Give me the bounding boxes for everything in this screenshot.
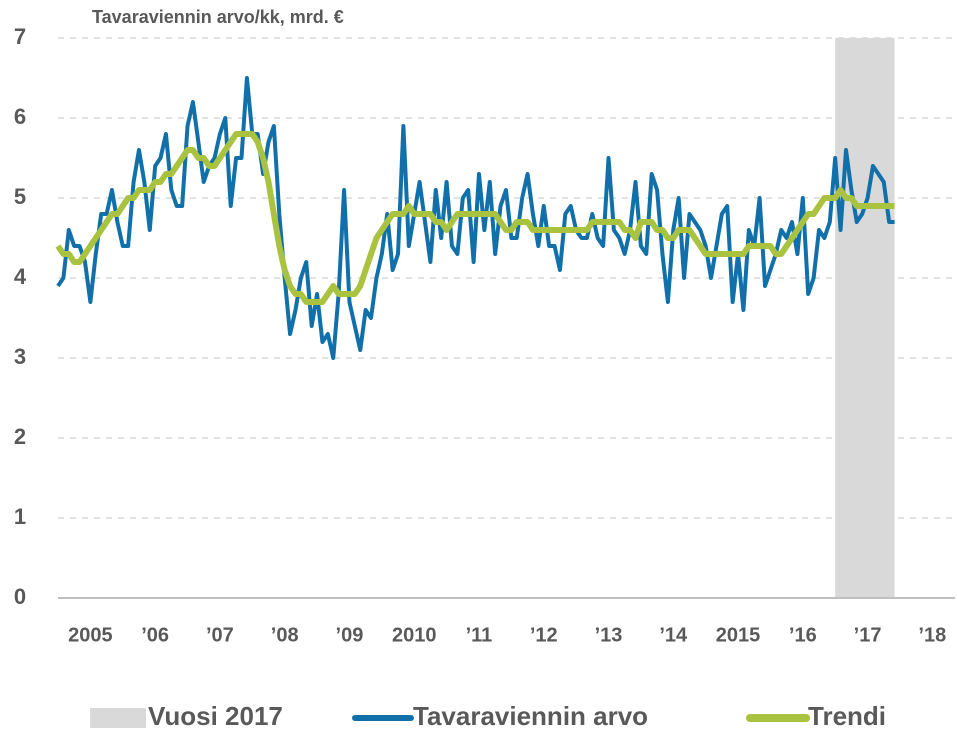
- x-tick-label: ’09: [336, 624, 364, 646]
- highlight-band: [835, 38, 895, 598]
- x-tick-label: 2010: [392, 624, 437, 646]
- legend-label: Trendi: [808, 701, 886, 731]
- y-tick-label: 6: [14, 104, 26, 129]
- y-tick-label: 5: [14, 184, 26, 209]
- y-tick-label: 4: [14, 264, 27, 289]
- y-tick-label: 3: [14, 344, 26, 369]
- x-tick-label: ’16: [789, 624, 817, 646]
- x-tick-label: ’12: [530, 624, 558, 646]
- x-tick-label: ’18: [918, 624, 946, 646]
- y-tick-label: 0: [14, 584, 26, 609]
- legend-label: Tavaraviennin arvo: [413, 701, 648, 731]
- x-tick-label: ’11: [466, 624, 493, 646]
- series-line: [55, 131, 895, 305]
- x-tick-label: 2005: [68, 624, 113, 646]
- y-tick-label: 7: [14, 24, 26, 49]
- x-tick-label: ’14: [659, 624, 688, 646]
- legend-swatch: [90, 708, 146, 728]
- x-tick-label: 2015: [716, 624, 761, 646]
- x-tick-label: ’17: [854, 624, 882, 646]
- x-tick-label: ’13: [595, 624, 623, 646]
- x-tick-label: ’08: [271, 624, 299, 646]
- y-tick-label: 1: [14, 504, 26, 529]
- legend-label: Vuosi 2017: [148, 701, 283, 731]
- x-tick-label: ’06: [141, 624, 169, 646]
- series-line: [56, 76, 895, 360]
- x-tick-label: ’07: [206, 624, 234, 646]
- y-tick-label: 2: [14, 424, 26, 449]
- chart-title: Tavaraviennin arvo/kk, mrd. €: [92, 7, 344, 27]
